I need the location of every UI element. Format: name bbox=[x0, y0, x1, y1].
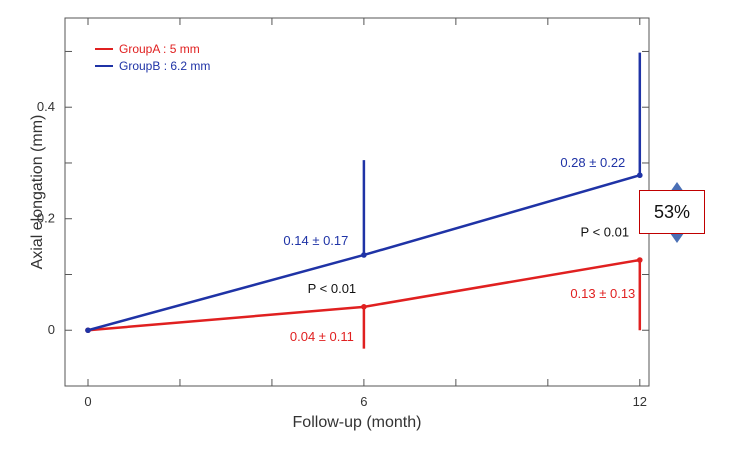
legend-label-group-a: GroupA : 5 mm bbox=[119, 42, 200, 56]
data-label: 0.13 ± 0.13 bbox=[570, 286, 635, 301]
data-point bbox=[637, 172, 643, 179]
p-value-annotation: P < 0.01 bbox=[581, 225, 630, 240]
y-tick-label: 0.4 bbox=[37, 99, 55, 114]
data-label: 0.14 ± 0.17 bbox=[283, 233, 348, 248]
legend: GroupA : 5 mm GroupB : 6.2 mm bbox=[95, 42, 210, 73]
y-tick-label: 0 bbox=[48, 322, 55, 337]
data-label: 0.28 ± 0.22 bbox=[560, 155, 625, 170]
p-value-annotation: P < 0.01 bbox=[308, 281, 357, 296]
plot-frame bbox=[64, 17, 650, 387]
percent-callout: 53% bbox=[639, 190, 705, 234]
data-point bbox=[637, 257, 643, 263]
data-point bbox=[361, 252, 367, 258]
legend-label-group-b: GroupB : 6.2 mm bbox=[119, 59, 210, 73]
data-point bbox=[361, 304, 367, 310]
data-point bbox=[85, 327, 91, 334]
x-axis-title: Follow-up (month) bbox=[293, 414, 422, 431]
x-tick-label: 12 bbox=[633, 394, 647, 409]
x-tick-label: 0 bbox=[84, 394, 91, 409]
y-axis-title: Axial elongation (mm) bbox=[29, 115, 46, 270]
x-tick-label: 6 bbox=[360, 394, 367, 409]
y-tick-label: 0.2 bbox=[37, 211, 55, 226]
series-layer bbox=[85, 52, 643, 349]
axes: 0 6 12 0 0.2 0.4 bbox=[37, 18, 649, 409]
data-label: 0.04 ± 0.11 bbox=[290, 329, 354, 344]
labels-layer: 0.04 ± 0.11 0.13 ± 0.13 0.14 ± 0.17 0.28 ± … bbox=[283, 155, 635, 344]
